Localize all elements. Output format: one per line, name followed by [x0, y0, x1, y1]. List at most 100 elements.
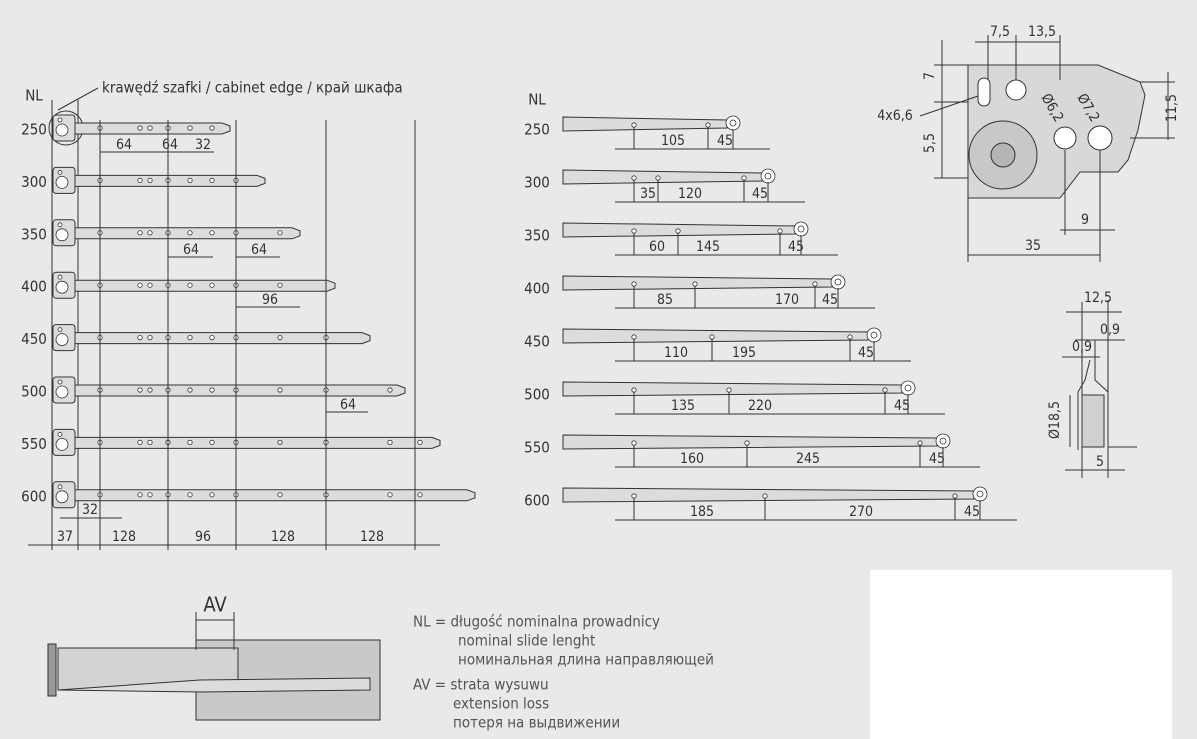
- hole: [137, 282, 143, 288]
- hole: [209, 334, 215, 341]
- hole: [882, 387, 888, 393]
- legend-line: NL = długość nominalna prowadnicy: [413, 613, 660, 631]
- legend-line: extension loss: [453, 695, 549, 713]
- bracket-dimension: 7: [922, 72, 938, 80]
- nl-length: 250: [524, 121, 550, 139]
- hole: [277, 439, 283, 445]
- hole: [57, 222, 63, 228]
- hole: [147, 492, 153, 498]
- bottom-dimension: 32: [82, 502, 98, 518]
- row-dimension: 64: [340, 397, 356, 413]
- roller-hub: [764, 172, 772, 180]
- row-dimension: 45: [717, 133, 733, 149]
- nl-length: 500: [524, 386, 550, 404]
- hole: [187, 177, 193, 183]
- nl-length: 300: [21, 173, 47, 191]
- nl-label: NL: [25, 87, 43, 105]
- bracket-dimension: 11,5: [1164, 94, 1180, 122]
- bracket-dimension: 35: [1025, 238, 1041, 254]
- hole: [57, 431, 63, 437]
- hole: [631, 387, 637, 393]
- rail: [562, 487, 975, 503]
- hole: [631, 281, 637, 287]
- roller-hub: [870, 331, 878, 339]
- hole: [952, 493, 958, 499]
- hole: [137, 439, 143, 445]
- row-dimension: 64: [183, 242, 199, 258]
- bracket-dimension: 13,5: [1028, 24, 1056, 40]
- nl-label: NL: [528, 91, 546, 109]
- row-dimension: 245: [796, 451, 820, 467]
- profile-dimension: Ø18,5: [1047, 401, 1063, 439]
- roller: [55, 437, 69, 451]
- legend-line: потеря на выдвижении: [453, 714, 620, 732]
- hole: [277, 387, 283, 393]
- hole: [187, 334, 193, 341]
- hole: [917, 440, 923, 446]
- nl-length: 550: [524, 439, 550, 457]
- nl-length: 300: [524, 174, 550, 192]
- profile-detail: [1062, 300, 1137, 478]
- roller-hub: [939, 437, 947, 445]
- rail: [51, 489, 476, 502]
- row-dimension: 45: [822, 292, 838, 308]
- hole: [187, 282, 193, 288]
- rail: [562, 116, 728, 132]
- profile-dimension: 12,5: [1084, 290, 1112, 306]
- hole: [631, 440, 637, 446]
- row-dimension: 45: [752, 186, 768, 202]
- hole: [631, 334, 637, 340]
- hole: [57, 379, 63, 385]
- hole: [209, 230, 215, 236]
- row-dimension: 64: [251, 242, 267, 258]
- rail: [51, 436, 441, 449]
- hole: [209, 282, 215, 288]
- roller-hub: [729, 119, 737, 127]
- hole: [777, 228, 783, 234]
- edge-label: krawędź szafki / cabinet edge / край шка…: [102, 79, 403, 97]
- hole: [1005, 79, 1027, 101]
- row-dimension: 120: [678, 186, 702, 202]
- nl-length: 350: [524, 227, 550, 245]
- rail: [51, 174, 266, 187]
- hole: [741, 175, 747, 181]
- slot-hole: [977, 77, 991, 107]
- row-dimension: 60: [649, 239, 665, 255]
- rail: [562, 328, 869, 344]
- av-label: AV: [203, 593, 227, 617]
- hole: [187, 387, 193, 393]
- nl-length: 400: [524, 280, 550, 298]
- roller: [55, 385, 69, 399]
- edge-leader: [57, 87, 99, 111]
- row-dimension: 160: [680, 451, 704, 467]
- hole: [387, 387, 393, 393]
- hole: [709, 334, 715, 340]
- hole: [137, 230, 143, 236]
- hole: [655, 175, 661, 181]
- row-dimension: 45: [894, 398, 910, 414]
- hole: [209, 439, 215, 445]
- nl-length: 450: [21, 330, 47, 348]
- hole: [277, 334, 283, 341]
- bracket-dimension-lines: [919, 35, 1175, 262]
- row-dimension: 96: [262, 292, 278, 308]
- hole: [417, 492, 423, 498]
- roller: [55, 123, 69, 137]
- rail: [562, 381, 903, 397]
- hole: [137, 334, 143, 341]
- hole: [209, 387, 215, 393]
- hole: [187, 492, 193, 498]
- row-dimension: 45: [929, 451, 945, 467]
- row-dimension: 220: [748, 398, 772, 414]
- nl-length: 500: [21, 383, 47, 401]
- hole: [209, 177, 215, 183]
- hole: [57, 169, 63, 175]
- bottom-dimension: 128: [271, 529, 295, 545]
- hole: [147, 439, 153, 445]
- row-dimension: 110: [664, 345, 688, 361]
- rail: [562, 169, 763, 185]
- roller-hub: [904, 384, 912, 392]
- bracket-dimension: 7,5: [990, 24, 1010, 40]
- rail: [562, 275, 833, 291]
- bottom-dimension: 128: [360, 529, 384, 545]
